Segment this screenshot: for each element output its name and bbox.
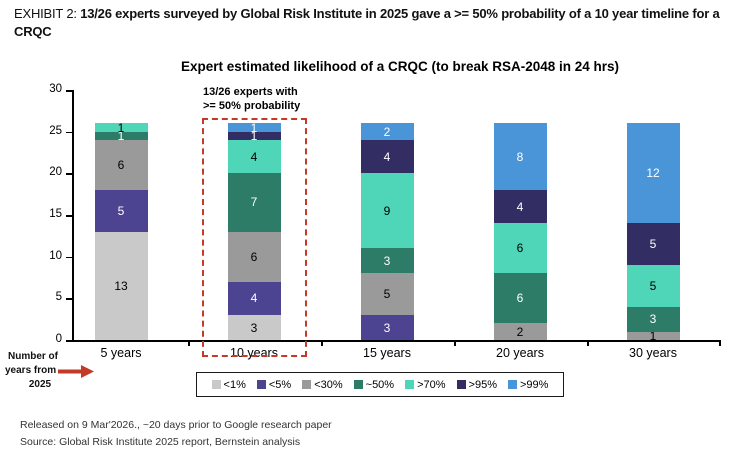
legend-item: >99%: [508, 379, 548, 391]
bar-segment: 2: [493, 323, 547, 340]
footer-release-note: Released on 9 Mar'2026., ~20 days prior …: [20, 419, 332, 431]
legend-swatch-icon: [302, 380, 312, 389]
x-category-label: 15 years: [363, 346, 411, 360]
x-tick-mark: [188, 340, 190, 346]
footer-source: Source: Global Risk Institute 2025 repor…: [20, 436, 301, 448]
bar-segment: 6: [493, 273, 547, 324]
y-tick-mark: [66, 173, 72, 175]
legend-label: <1%: [223, 378, 246, 391]
legend-swatch-icon: [256, 380, 266, 389]
y-tick-label: 0: [55, 333, 62, 345]
y-tick-label: 25: [49, 124, 62, 137]
legend-label: ~50%: [365, 378, 395, 391]
annotation-line1: 13/26 experts with: [203, 86, 298, 98]
x-tick-mark: [719, 340, 721, 346]
legend-swatch-icon: [508, 380, 517, 389]
x-category-label: 30 years: [629, 346, 677, 360]
y-tick-label: 10: [49, 249, 62, 262]
exhibit-label: EXHIBIT 2:: [14, 6, 81, 21]
legend-swatch-icon: [405, 380, 415, 389]
bar-segment: 7: [227, 173, 281, 232]
exhibit-headline: 13/26 experts surveyed by Global Risk In…: [14, 6, 720, 40]
x-category-label: 5 years: [100, 346, 142, 360]
y-tick-mark: [66, 131, 72, 134]
y-tick-label: 20: [49, 166, 62, 179]
axis-note-line1: Number of: [8, 351, 58, 362]
chart-legend: <1% <5% <30% ~50% >70% >95% >99%: [196, 372, 564, 397]
bar-segment: 1: [94, 129, 148, 143]
y-tick-mark: [66, 256, 72, 259]
bar-segment: 12: [626, 123, 680, 224]
bar-segment: 2: [360, 123, 414, 140]
bar-segment: 3: [360, 315, 414, 340]
bar-segment: 5: [94, 190, 148, 232]
bar-segment: 4: [493, 190, 547, 224]
legend-item: <5%: [256, 378, 292, 391]
bar-segment: 8: [493, 123, 547, 190]
bar-segment: 13: [94, 231, 148, 340]
legend-label: >99%: [520, 378, 549, 391]
x-tick-mark: [454, 340, 456, 346]
legend-swatch-icon: [456, 380, 466, 389]
exhibit-header: EXHIBIT 2: 13/26 experts surveyed by Glo…: [14, 5, 726, 41]
x-axis-note: Number of years from 2025: [5, 350, 97, 392]
bar-segment: 4: [227, 281, 281, 315]
legend-swatch-icon: [211, 380, 221, 389]
legend-swatch-icon: [353, 380, 363, 389]
legend-label: >70%: [417, 378, 446, 391]
y-tick-label: 15: [49, 208, 62, 220]
chart-title: Expert estimated likelihood of a CRQC (t…: [180, 59, 620, 74]
bar-segment: 9: [360, 173, 414, 249]
bar-segment: 4: [227, 140, 281, 174]
x-tick-mark: [587, 340, 589, 346]
y-axis-line: [72, 90, 74, 340]
bar-segment: 4: [360, 140, 414, 174]
red-arrow-icon: [58, 364, 95, 378]
legend-item: >70%: [405, 378, 446, 391]
bar-segment: 5: [360, 273, 414, 315]
bar-segment: 1: [227, 121, 281, 135]
legend-item: >95%: [456, 378, 497, 391]
y-tick-mark: [66, 215, 72, 217]
axis-note-line3: 2025: [28, 379, 52, 390]
bar-segment: 1: [227, 129, 281, 143]
y-tick-label: 5: [55, 291, 62, 304]
y-tick-mark: [66, 90, 72, 92]
bar-segment: 3: [227, 315, 281, 340]
legend-item: <30%: [302, 378, 343, 391]
x-tick-mark: [321, 340, 323, 346]
bar-segment: 1: [626, 329, 680, 343]
bar-segment: 1: [94, 121, 148, 135]
legend-label: <30%: [314, 378, 343, 391]
x-category-label: 20 years: [496, 346, 544, 360]
axis-note-line2: years from: [5, 365, 57, 376]
x-axis-line: [70, 340, 719, 342]
annotation-line2: >= 50% probability: [203, 100, 301, 112]
legend-label: <5%: [268, 378, 292, 391]
legend-item: <1%: [211, 378, 246, 391]
y-tick-mark: [66, 298, 72, 300]
bar-segment: 6: [493, 223, 547, 274]
y-tick-mark: [66, 340, 72, 342]
bar-segment: 3: [360, 248, 414, 274]
bar-segment: 3: [626, 306, 680, 332]
legend-label: >95%: [468, 378, 497, 391]
legend-item: ~50%: [353, 378, 395, 391]
bar-segment: 6: [94, 140, 148, 190]
bar-segment: 5: [626, 223, 680, 265]
bar-segment: 6: [227, 231, 281, 282]
highlight-annotation: 13/26 experts with >= 50% probability: [203, 85, 300, 113]
highlight-dashed-box: [201, 118, 307, 357]
y-tick-label: 30: [49, 83, 62, 95]
bar-segment: 5: [626, 265, 680, 307]
